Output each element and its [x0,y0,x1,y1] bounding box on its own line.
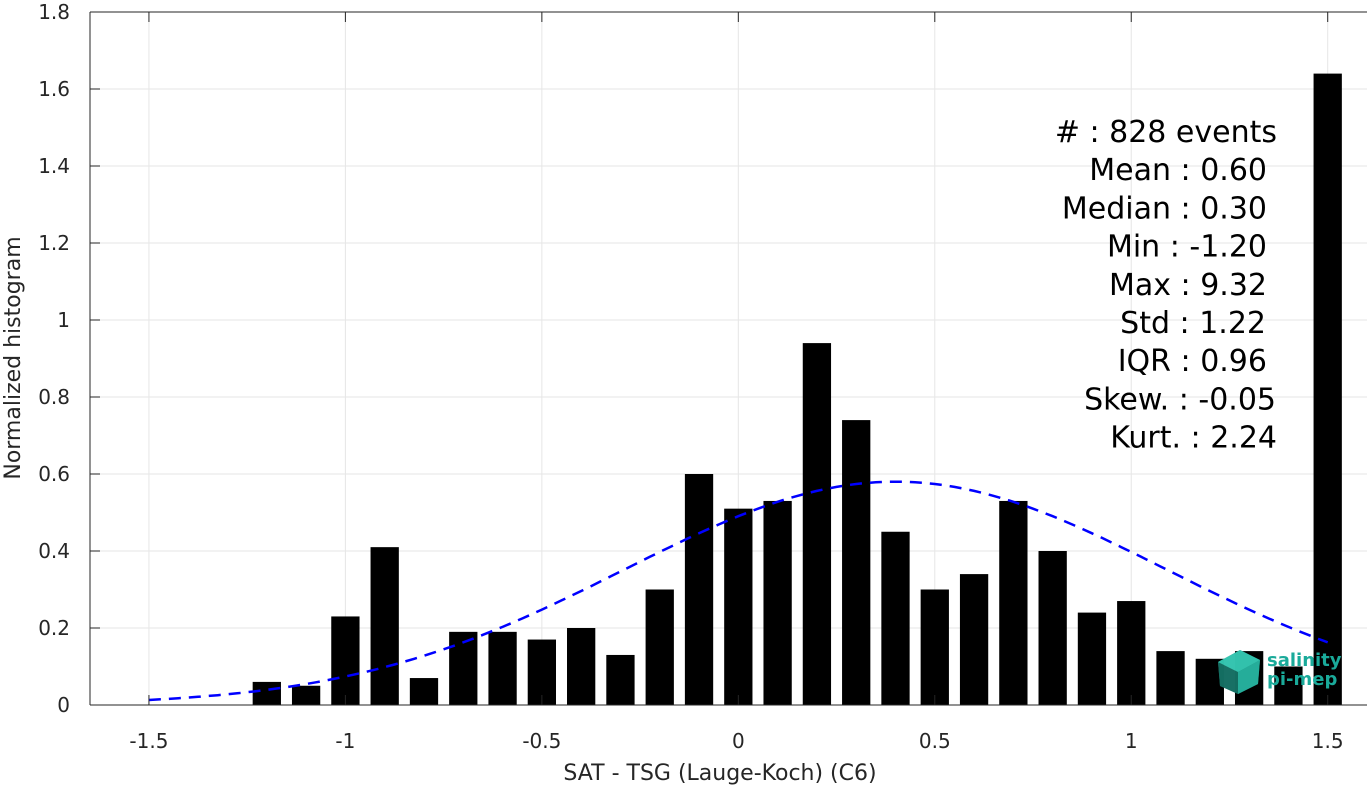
x-tick-label: 0 [732,729,745,753]
stat-line: Mean : 0.60 [1089,153,1267,188]
histogram-bar [370,547,399,705]
y-axis-ticks: 0 0.2 0.4 0.6 0.8 1 1.2 1.4 1.6 1.8 [38,0,100,717]
y-tick-label: 1 [57,308,70,332]
histogram-bar [409,678,439,705]
stat-line: Min : -1.20 [1107,230,1267,265]
y-tick-label: 0 [57,693,70,717]
histogram-bar [606,654,635,705]
histogram-bar [920,589,949,705]
y-tick-label: 0.4 [38,539,70,563]
histogram-bar [684,474,714,705]
y-tick-label: 1.6 [38,77,70,101]
histogram-bar [1274,666,1303,705]
histogram-bar [449,631,478,705]
x-tick-label: -1 [335,729,355,753]
histogram-bar [291,685,321,705]
stat-line: Max : 9.32 [1109,268,1267,303]
y-tick-label: 1.4 [38,154,70,178]
y-tick-label: 1.2 [38,231,70,255]
stat-line: Median : 0.30 [1062,191,1267,226]
y-tick-label: 0.8 [38,385,70,409]
histogram-bar [1117,601,1146,705]
histogram-bar [999,500,1028,705]
normal-fit-curve [148,480,1329,702]
histogram-bar [802,343,832,705]
stat-line: Kurt. : 2.24 [1110,421,1277,456]
x-tick-label: 1 [1125,729,1138,753]
y-tick-label: 1.8 [38,0,70,24]
histogram-bar [252,681,281,705]
salinity-pimep-logo: salinity pi-mep [1218,650,1342,694]
histogram-bar [331,616,360,705]
histogram-bars [252,73,1342,706]
stat-line: Std : 1.22 [1120,306,1266,341]
histogram-bar [1077,612,1107,705]
histogram-bar [763,500,792,705]
x-tick-label: 1.5 [1312,729,1344,753]
histogram-bar [842,420,871,705]
histogram-bar [724,508,753,705]
histogram-bar [645,589,674,705]
y-tick-label: 0.2 [38,616,70,640]
logo-text-salinity: salinity [1267,650,1342,671]
histogram-bar [527,639,557,705]
cube-logo-icon [1218,650,1260,694]
x-tick-label: -0.5 [522,729,561,753]
histogram-bar [1156,651,1185,705]
histogram-bar [1313,73,1342,706]
histogram-bar [881,531,910,705]
stat-line: IQR : 0.96 [1118,344,1267,379]
stat-line: # : 828 events [1055,115,1277,150]
histogram-bar [1038,551,1067,705]
logo-text-pimep: pi-mep [1267,669,1337,690]
x-tick-label: 0.5 [919,729,951,753]
x-axis-ticks: -1.5 -1 -0.5 0 0.5 1 1.5 [129,12,1344,753]
histogram-bar [567,628,596,705]
histogram-bar [488,631,517,705]
histogram-bar [959,574,989,705]
plot-axes [89,11,1367,706]
stat-line: Skew. : -0.05 [1084,382,1276,417]
x-tick-label: -1.5 [129,729,168,753]
y-axis-label: Normalized histogram [1,236,26,479]
y-tick-label: 0.6 [38,462,70,486]
x-axis-label: SAT - TSG (Lauge-Koch) (C6) [563,761,876,786]
